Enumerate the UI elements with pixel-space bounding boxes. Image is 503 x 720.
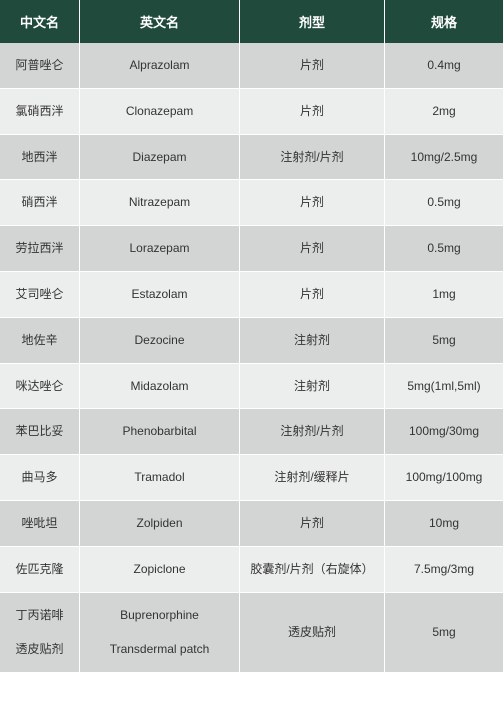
cell-cn: 苯巴比妥 (0, 409, 80, 455)
cell-cn: 劳拉西泮 (0, 226, 80, 272)
cell-spec: 5mg (385, 593, 503, 674)
cell-text: Buprenorphine (120, 607, 199, 624)
cell-form: 注射剂/缓释片 (240, 455, 385, 501)
col-header-form: 剂型 (240, 0, 385, 43)
cell-cn: 丁丙诺啡 透皮贴剂 (0, 593, 80, 674)
cell-en: Phenobarbital (80, 409, 240, 455)
table-row: 艾司唑仑Estazolam片剂1mg (0, 272, 503, 318)
cell-spec: 0.4mg (385, 43, 503, 89)
cell-spec: 0.5mg (385, 226, 503, 272)
cell-cn: 氯硝西泮 (0, 89, 80, 135)
cell-spec: 1mg (385, 272, 503, 318)
cell-en: Zopiclone (80, 547, 240, 593)
cell-form: 片剂 (240, 226, 385, 272)
cell-cn: 唑吡坦 (0, 501, 80, 547)
cell-spec: 5mg(1ml,5ml) (385, 364, 503, 410)
cell-en: Zolpiden (80, 501, 240, 547)
table-row: 唑吡坦Zolpiden片剂10mg (0, 501, 503, 547)
cell-spec: 7.5mg/3mg (385, 547, 503, 593)
table-row: 佐匹克隆Zopiclone胶囊剂/片剂（右旋体）7.5mg/3mg (0, 547, 503, 593)
table-row: 丁丙诺啡 透皮贴剂 Buprenorphine Transdermal patc… (0, 593, 503, 674)
col-header-spec: 规格 (385, 0, 503, 43)
cell-cn: 曲马多 (0, 455, 80, 501)
cell-spec: 100mg/30mg (385, 409, 503, 455)
cell-cn: 阿普唑仑 (0, 43, 80, 89)
cell-text: 透皮贴剂 (15, 641, 63, 658)
table-row: 阿普唑仑Alprazolam片剂0.4mg (0, 43, 503, 89)
cell-en: Dezocine (80, 318, 240, 364)
cell-spec: 5mg (385, 318, 503, 364)
cell-cn: 地西泮 (0, 135, 80, 181)
table-row: 氯硝西泮Clonazepam片剂2mg (0, 89, 503, 135)
cell-text: 丁丙诺啡 (15, 607, 63, 624)
cell-form: 注射剂 (240, 318, 385, 364)
cell-cn: 硝西泮 (0, 180, 80, 226)
cell-cn: 佐匹克隆 (0, 547, 80, 593)
table-row: 硝西泮Nitrazepam片剂0.5mg (0, 180, 503, 226)
table-row: 咪达唑仑Midazolam注射剂5mg(1ml,5ml) (0, 364, 503, 410)
cell-spec: 10mg (385, 501, 503, 547)
cell-en: Estazolam (80, 272, 240, 318)
cell-form: 注射剂 (240, 364, 385, 410)
cell-spec: 2mg (385, 89, 503, 135)
cell-en: Buprenorphine Transdermal patch (80, 593, 240, 674)
col-header-en: 英文名 (80, 0, 240, 43)
cell-en: Midazolam (80, 364, 240, 410)
cell-en: Lorazepam (80, 226, 240, 272)
cell-spec: 100mg/100mg (385, 455, 503, 501)
cell-form: 片剂 (240, 272, 385, 318)
cell-form: 注射剂/片剂 (240, 409, 385, 455)
table-row: 地佐辛Dezocine注射剂5mg (0, 318, 503, 364)
cell-spec: 10mg/2.5mg (385, 135, 503, 181)
cell-form: 胶囊剂/片剂（右旋体） (240, 547, 385, 593)
cell-en: Clonazepam (80, 89, 240, 135)
cell-spec: 0.5mg (385, 180, 503, 226)
cell-form: 片剂 (240, 89, 385, 135)
table-row: 苯巴比妥Phenobarbital注射剂/片剂100mg/30mg (0, 409, 503, 455)
table-row: 劳拉西泮Lorazepam片剂0.5mg (0, 226, 503, 272)
cell-cn: 艾司唑仑 (0, 272, 80, 318)
cell-form: 片剂 (240, 43, 385, 89)
cell-form: 片剂 (240, 501, 385, 547)
cell-form: 透皮贴剂 (240, 593, 385, 674)
cell-form: 注射剂/片剂 (240, 135, 385, 181)
cell-text: Transdermal patch (110, 641, 210, 658)
cell-cn: 咪达唑仑 (0, 364, 80, 410)
medication-table: 中文名 英文名 剂型 规格 阿普唑仑Alprazolam片剂0.4mg氯硝西泮C… (0, 0, 503, 673)
table-header-row: 中文名 英文名 剂型 规格 (0, 0, 503, 43)
table-row: 曲马多Tramadol注射剂/缓释片100mg/100mg (0, 455, 503, 501)
cell-en: Tramadol (80, 455, 240, 501)
cell-cn: 地佐辛 (0, 318, 80, 364)
cell-en: Alprazolam (80, 43, 240, 89)
cell-form: 片剂 (240, 180, 385, 226)
cell-en: Diazepam (80, 135, 240, 181)
cell-en: Nitrazepam (80, 180, 240, 226)
col-header-cn: 中文名 (0, 0, 80, 43)
table-row: 地西泮Diazepam注射剂/片剂10mg/2.5mg (0, 135, 503, 181)
